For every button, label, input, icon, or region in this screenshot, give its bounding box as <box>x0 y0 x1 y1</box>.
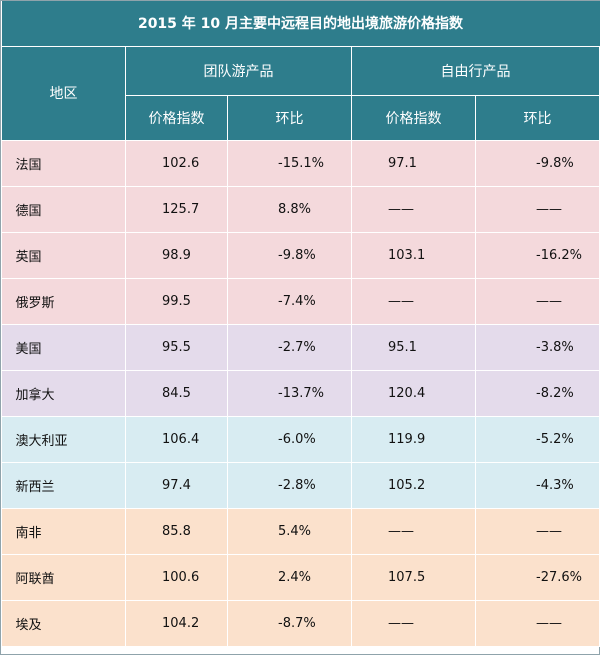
cell-region: 俄罗斯 <box>1 278 126 325</box>
cell-free-mom: -9.8% <box>475 140 600 187</box>
cell-region: 法国 <box>1 140 126 187</box>
cell-region: 阿联酋 <box>1 554 126 601</box>
cell-region: 南非 <box>1 508 126 555</box>
cell-free-index: 120.4 <box>351 370 476 417</box>
cell-free-index: 119.9 <box>351 416 476 463</box>
table-row: 德国 125.7 8.8% —— —— <box>1 186 600 233</box>
cell-free-index: 107.5 <box>351 554 476 601</box>
header-free-mom: 环比 <box>475 94 600 141</box>
header-group-mom: 环比 <box>227 94 352 141</box>
cell-group-index: 106.4 <box>125 416 228 463</box>
cell-free-mom: -8.2% <box>475 370 600 417</box>
cell-free-mom: —— <box>475 278 600 325</box>
table-row: 法国 102.6 -15.1% 97.1 -9.8% <box>1 140 600 187</box>
cell-group-mom: 5.4% <box>227 508 352 555</box>
cell-free-mom: —— <box>475 508 600 555</box>
cell-free-mom: -27.6% <box>475 554 600 601</box>
cell-free-index: 105.2 <box>351 462 476 509</box>
cell-region: 加拿大 <box>1 370 126 417</box>
cell-region: 新西兰 <box>1 462 126 509</box>
table-row: 澳大利亚 106.4 -6.0% 119.9 -5.2% <box>1 416 600 463</box>
cell-region: 埃及 <box>1 600 126 647</box>
cell-free-mom: —— <box>475 600 600 647</box>
cell-free-index: —— <box>351 278 476 325</box>
table-row: 加拿大 84.5 -13.7% 120.4 -8.2% <box>1 370 600 417</box>
cell-group-mom: -15.1% <box>227 140 352 187</box>
cell-region: 澳大利亚 <box>1 416 126 463</box>
cell-group-mom: -9.8% <box>227 232 352 279</box>
header-group-products: 团队游产品 <box>125 45 352 96</box>
header-group-price-index: 价格指数 <box>125 94 228 141</box>
cell-group-index: 125.7 <box>125 186 228 233</box>
header-free-price-index: 价格指数 <box>351 94 476 141</box>
cell-group-index: 104.2 <box>125 600 228 647</box>
cell-group-mom: 8.8% <box>227 186 352 233</box>
cell-group-index: 102.6 <box>125 140 228 187</box>
cell-group-index: 97.4 <box>125 462 228 509</box>
cell-region: 英国 <box>1 232 126 279</box>
cell-region: 德国 <box>1 186 126 233</box>
cell-free-mom: -16.2% <box>475 232 600 279</box>
cell-free-mom: -5.2% <box>475 416 600 463</box>
cell-group-index: 99.5 <box>125 278 228 325</box>
table-row: 英国 98.9 -9.8% 103.1 -16.2% <box>1 232 600 279</box>
cell-group-mom: -2.7% <box>227 324 352 371</box>
cell-group-index: 84.5 <box>125 370 228 417</box>
cell-free-index: 97.1 <box>351 140 476 187</box>
table-row: 埃及 104.2 -8.7% —— —— <box>1 600 600 647</box>
table-row: 俄罗斯 99.5 -7.4% —— —— <box>1 278 600 325</box>
table-row: 美国 95.5 -2.7% 95.1 -3.8% <box>1 324 600 371</box>
cell-group-index: 98.9 <box>125 232 228 279</box>
cell-group-mom: 2.4% <box>227 554 352 601</box>
cell-group-mom: -8.7% <box>227 600 352 647</box>
cell-free-index: —— <box>351 600 476 647</box>
cell-free-mom: -4.3% <box>475 462 600 509</box>
table-title: 2015 年 10 月主要中远程目的地出境旅游价格指数 <box>1 1 600 47</box>
cell-group-index: 85.8 <box>125 508 228 555</box>
cell-group-index: 95.5 <box>125 324 228 371</box>
table-row: 南非 85.8 5.4% —— —— <box>1 508 600 555</box>
cell-group-mom: -6.0% <box>227 416 352 463</box>
cell-region: 美国 <box>1 324 126 371</box>
table-row: 阿联酋 100.6 2.4% 107.5 -27.6% <box>1 554 600 601</box>
cell-free-index: 95.1 <box>351 324 476 371</box>
cell-group-index: 100.6 <box>125 554 228 601</box>
cell-free-index: 103.1 <box>351 232 476 279</box>
cell-free-index: —— <box>351 186 476 233</box>
cell-group-mom: -13.7% <box>227 370 352 417</box>
cell-free-mom: —— <box>475 186 600 233</box>
header-region: 地区 <box>1 45 126 141</box>
cell-free-index: —— <box>351 508 476 555</box>
cell-group-mom: -2.8% <box>227 462 352 509</box>
cell-free-mom: -3.8% <box>475 324 600 371</box>
cell-group-mom: -7.4% <box>227 278 352 325</box>
table-row: 新西兰 97.4 -2.8% 105.2 -4.3% <box>1 462 600 509</box>
header-free-products: 自由行产品 <box>351 45 600 96</box>
